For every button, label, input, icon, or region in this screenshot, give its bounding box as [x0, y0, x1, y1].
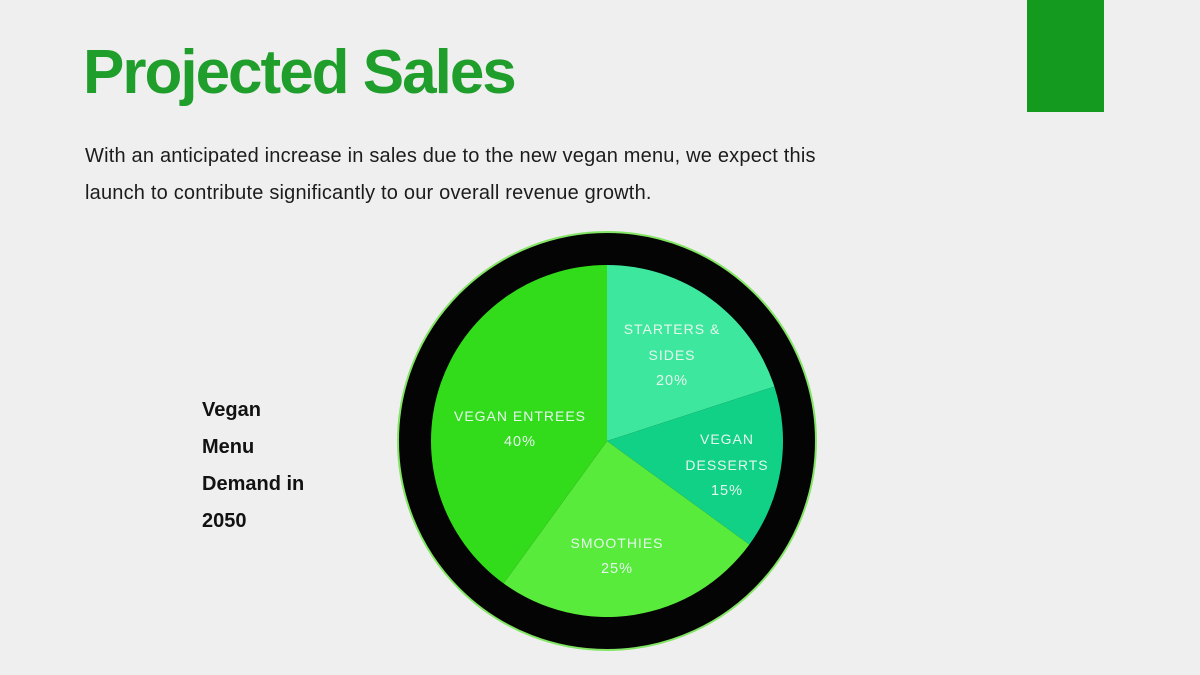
chart-title: Vegan Menu Demand in 2050 — [202, 392, 304, 540]
pie-slice-label-vegan-entrees: VEGAN ENTREES — [454, 408, 586, 424]
subtitle-line-1: With an anticipated increase in sales du… — [85, 145, 816, 167]
pie-slice-pct-vegan-desserts: 15% — [711, 483, 743, 499]
pie-chart: STARTERS & SIDES 20% VEGAN DESSERTS 15% SMOOTH… — [396, 230, 818, 652]
pie-slice-label-smoothies: SMOOTHIES — [570, 535, 663, 551]
subtitle: With an anticipated increase in sales du… — [85, 138, 816, 212]
pie-slice-starters-sides — [607, 265, 775, 441]
pie-slice-pct-smoothies: 25% — [601, 561, 633, 577]
subtitle-line-2: launch to contribute significantly to ou… — [85, 182, 652, 204]
pie-slice-label-starters-sides: SIDES — [648, 347, 695, 363]
pie-slice-label-vegan-desserts: DESSERTS — [685, 457, 768, 473]
chart-title-line-1: Vegan — [202, 399, 261, 421]
pie-slice-label-starters-sides: STARTERS & — [624, 321, 721, 337]
pie-chart-svg: STARTERS & SIDES 20% VEGAN DESSERTS 15% SMOOTH… — [397, 231, 817, 651]
chart-title-line-3: Demand in — [202, 473, 305, 495]
pie-slice-pct-vegan-entrees: 40% — [504, 434, 536, 450]
pie-slice-smoothies — [503, 441, 750, 618]
pie-slice-label-vegan-desserts: VEGAN — [700, 431, 754, 447]
pie-slice-pct-starters-sides: 20% — [656, 373, 688, 389]
pie-slice-vegan-desserts — [607, 386, 784, 545]
pie-slice-vegan-entrees — [430, 265, 607, 584]
accent-bar — [1027, 0, 1104, 112]
chart-title-line-2: Menu — [202, 436, 255, 458]
page-title: Projected Sales — [83, 38, 517, 107]
chart-title-line-4: 2050 — [202, 510, 247, 532]
